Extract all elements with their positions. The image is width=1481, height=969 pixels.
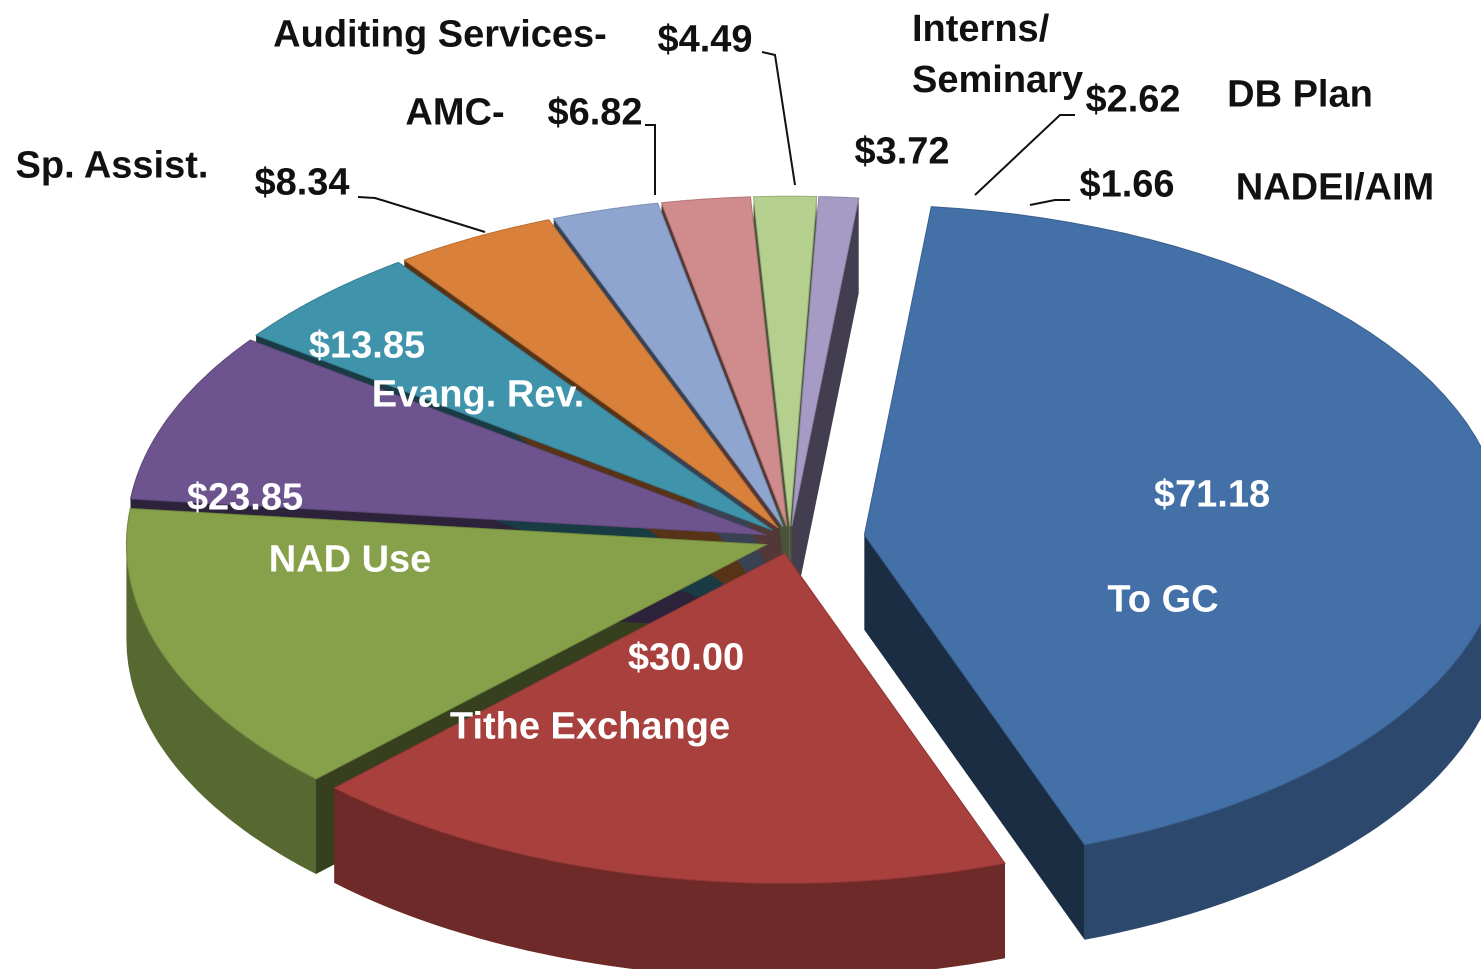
label: AMC- <box>405 91 505 134</box>
label: Evang. Rev. <box>371 373 585 416</box>
leader-line <box>357 196 486 233</box>
label: $1.66 <box>1079 163 1175 206</box>
label: $8.34 <box>254 161 350 204</box>
label: $3.72 <box>854 130 950 173</box>
slice <box>255 261 773 531</box>
label: NAD Use <box>268 538 432 581</box>
slice-side <box>791 198 859 622</box>
slice <box>752 195 818 527</box>
slice <box>791 196 860 527</box>
label: Auditing Services- <box>273 13 607 56</box>
leader-line <box>761 51 796 186</box>
label: $6.82 <box>547 91 643 134</box>
leader-line <box>645 124 656 195</box>
label: $23.85 <box>186 476 304 519</box>
label: $13.85 <box>308 324 426 367</box>
label: $4.49 <box>657 18 753 61</box>
label: DB Plan <box>1227 73 1373 116</box>
label: Tithe Exchange <box>449 705 731 748</box>
label: Interns/ Seminary <box>912 8 1084 102</box>
slice <box>125 507 769 780</box>
slice <box>552 202 784 528</box>
slice-wall <box>126 544 317 874</box>
slice <box>660 196 788 527</box>
slice-tops <box>125 195 1481 884</box>
label: NADEI/AIM <box>1235 166 1435 209</box>
slice <box>863 206 1481 846</box>
label: Sp. Assist. <box>15 144 209 187</box>
slice-wall <box>1084 623 1481 940</box>
slice <box>403 219 779 529</box>
slice <box>333 552 1006 884</box>
leader-line <box>1029 199 1070 206</box>
label: $71.18 <box>1153 473 1271 516</box>
label: To GC <box>1107 578 1219 621</box>
slice <box>129 339 767 536</box>
leader-line <box>974 114 1075 196</box>
label: $30.00 <box>627 636 745 679</box>
slice-side <box>864 534 1085 940</box>
label: $2.62 <box>1085 78 1181 121</box>
